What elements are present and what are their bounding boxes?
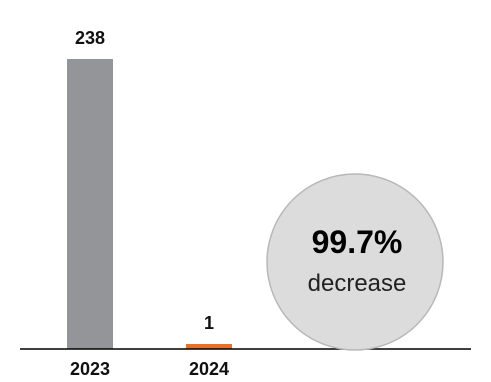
x-tick-label: 2023	[70, 359, 110, 379]
percent-decrease-callout: 99.7% decrease	[266, 173, 444, 351]
labels-layer: 238 2023 1 2024	[70, 28, 229, 379]
bar-2023	[67, 59, 113, 349]
bar-value-label: 1	[204, 313, 214, 333]
callout-value: 99.7%	[312, 224, 403, 260]
callout-label: decrease	[308, 270, 407, 297]
bar-value-label: 238	[75, 28, 105, 48]
bars-layer	[67, 59, 232, 349]
x-tick-label: 2024	[189, 359, 229, 379]
bar-2024	[186, 344, 232, 349]
callout-circle	[266, 173, 444, 351]
